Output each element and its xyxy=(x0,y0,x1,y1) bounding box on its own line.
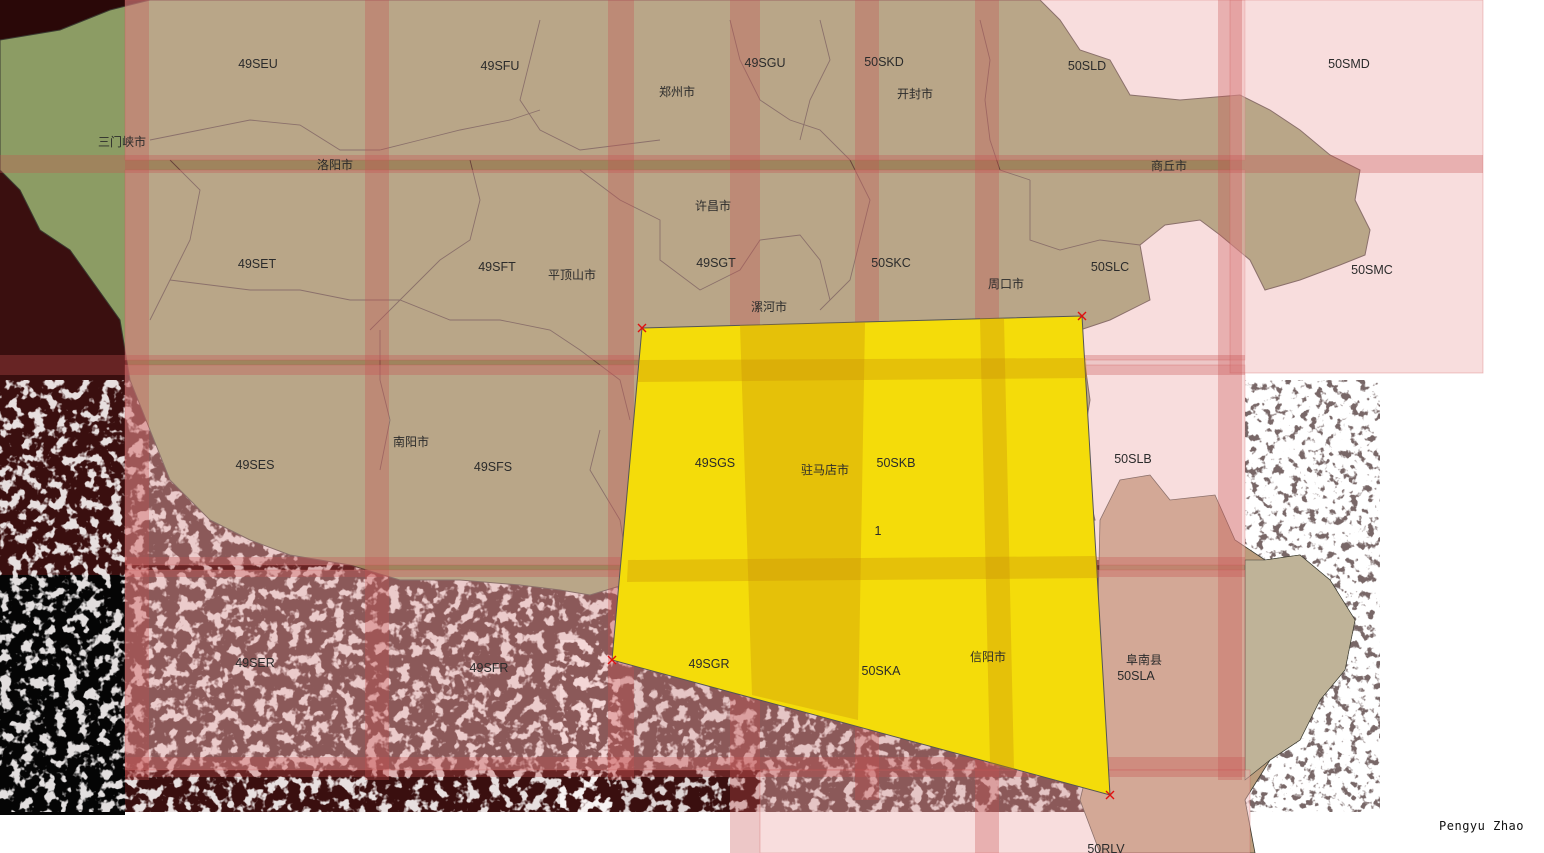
tile-label: 50SLD xyxy=(1068,59,1106,73)
tile-label: 50SKB xyxy=(877,456,916,470)
vertex-marker-sw xyxy=(607,655,617,665)
city-label: 南阳市 xyxy=(393,434,429,449)
city-label: 周口市 xyxy=(988,276,1024,291)
vertex-marker-ne xyxy=(1077,311,1087,321)
tile-label: 49SGU xyxy=(745,56,786,70)
tile-label: 50SKA xyxy=(862,664,902,678)
tile-label: 50RLV xyxy=(1087,842,1125,853)
tile-label: 49SFU xyxy=(481,59,520,73)
tile-label: 49SGR xyxy=(689,657,730,671)
tile-label: 49SEU xyxy=(238,57,278,71)
city-labels: 三门峡市 洛阳市 郑州市 开封市 商丘市 许昌市 平顶山市 漯河市 周口市 南阳… xyxy=(98,84,1187,667)
author-credit: Pengyu Zhao xyxy=(1439,819,1524,833)
tile-labels: 49SEU 49SFU 49SGU 50SKD 50SLD 50SMD 49SE… xyxy=(235,55,1393,853)
tile-label: 50SKC xyxy=(871,256,911,270)
city-label: 郑州市 xyxy=(659,84,695,99)
study-area-overlaps xyxy=(627,318,1098,770)
city-label: 驻马店市 xyxy=(801,462,849,477)
city-label: 三门峡市 xyxy=(98,134,146,149)
vertex-markers xyxy=(607,311,1115,800)
city-label: 洛阳市 xyxy=(317,157,353,172)
city-label: 开封市 xyxy=(897,86,933,101)
vertex-marker-se xyxy=(1105,790,1115,800)
study-area-id-label: 1 xyxy=(875,524,882,538)
tile-label: 49SFS xyxy=(474,460,512,474)
tile-label: 50SLC xyxy=(1091,260,1129,274)
study-area[interactable] xyxy=(607,311,1115,800)
city-label: 漯河市 xyxy=(751,299,787,314)
city-label: 阜南县 xyxy=(1126,652,1162,667)
city-label: 平顶山市 xyxy=(548,267,596,282)
tile-label: 49SGT xyxy=(696,256,736,270)
city-label: 许昌市 xyxy=(695,198,731,213)
tile-label: 49SET xyxy=(238,257,277,271)
tile-label: 50SLA xyxy=(1117,669,1155,683)
tile-label: 50SMD xyxy=(1328,57,1370,71)
tile-label: 50SLB xyxy=(1114,452,1152,466)
tile-label: 50SMC xyxy=(1351,263,1393,277)
city-label: 商丘市 xyxy=(1151,158,1187,173)
city-label: 信阳市 xyxy=(970,649,1006,664)
tile-label: 49SES xyxy=(236,458,275,472)
tile-label: 49SFR xyxy=(470,661,509,675)
tile-label: 50SKD xyxy=(864,55,904,69)
tile-label: 49SER xyxy=(235,656,275,670)
vertex-marker-nw xyxy=(637,323,647,333)
tile-label: 49SFT xyxy=(478,260,516,274)
tile-label: 49SGS xyxy=(695,456,735,470)
neighbor-region xyxy=(1079,474,1356,853)
